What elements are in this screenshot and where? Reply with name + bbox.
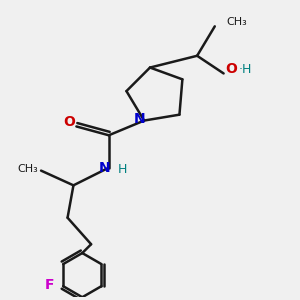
Text: ·H: ·H <box>239 63 252 76</box>
Text: N: N <box>134 112 146 126</box>
Text: O: O <box>63 115 75 129</box>
Text: H: H <box>118 163 128 176</box>
Text: F: F <box>45 278 55 292</box>
Text: CH₃: CH₃ <box>17 164 38 174</box>
Text: O: O <box>225 62 237 76</box>
Text: CH₃: CH₃ <box>226 17 247 27</box>
Text: N: N <box>98 161 110 175</box>
